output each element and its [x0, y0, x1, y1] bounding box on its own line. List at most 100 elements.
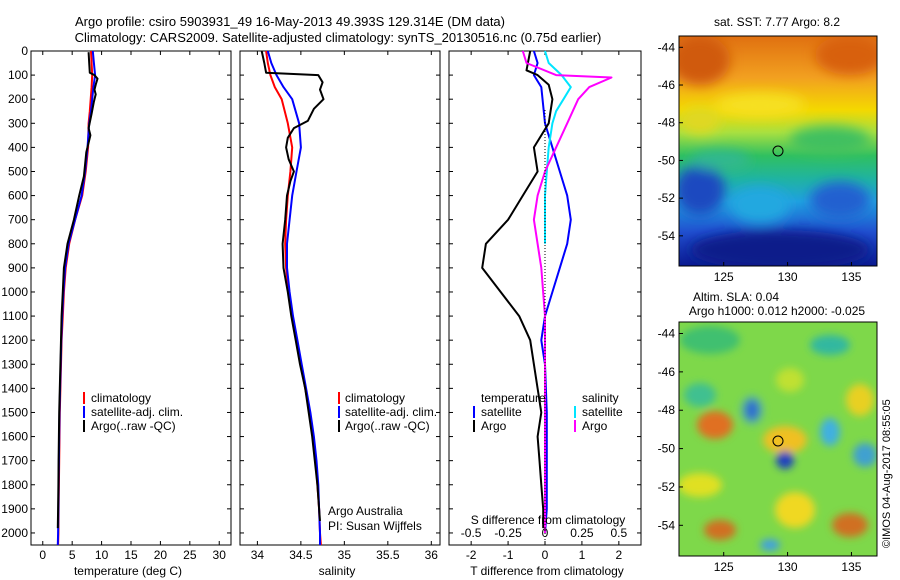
legend-s-argo-label: Argo: [582, 419, 608, 433]
y-tick-label: 900: [8, 261, 28, 275]
y-tick-label: 0: [21, 44, 28, 58]
map-x-tick-label: 130: [778, 270, 798, 284]
s-tick-label: 0.5: [611, 526, 628, 540]
y-tick-label: 1100: [2, 309, 28, 323]
legend-salinity-title: salinity: [582, 391, 619, 405]
map-y-tick-label: -54: [658, 229, 676, 243]
series-salinity-argo: [521, 50, 613, 533]
map-y-tick-label: -46: [658, 78, 676, 92]
s-tick-label: -0.5: [461, 526, 482, 540]
legend-t-satellite-label: satellite: [481, 405, 522, 419]
map-x-tick-label: 125: [714, 560, 734, 574]
x-tick-label: 1: [579, 548, 586, 562]
y-tick-label: 1200: [1, 333, 28, 347]
map-x-tick-label: 135: [841, 270, 861, 284]
x-tick-label: -2: [466, 548, 477, 562]
salinity-legend: climatology satellite-adj. clim. Argo(..…: [338, 391, 437, 433]
temperature-legend: climatology satellite-adj. clim. Argo(..…: [83, 391, 183, 433]
x-tick-label: 30: [213, 548, 227, 562]
salinity-plot: 34 34.5 35 35.5 36: [240, 50, 440, 562]
series-argo-raw-qc: [260, 50, 325, 521]
series-climatology: [265, 50, 322, 546]
temperature-plot: 0 5 10 15 20 25 300100200300400500600700800900…: [1, 44, 231, 562]
sla-map-argo-marker: [772, 435, 784, 447]
y-tick-label: 100: [8, 68, 28, 82]
difference-legend: temperature salinity satellite Argo sate…: [473, 391, 623, 433]
s-tick-label: 0.25: [570, 526, 594, 540]
sst-map-frame: [678, 35, 878, 267]
y-tick-label: 500: [8, 164, 28, 178]
y-tick-label: 1800: [1, 478, 28, 492]
map-x-tick-label: 130: [778, 560, 798, 574]
x-tick-label: 35: [338, 548, 352, 562]
salinity-axes: [239, 50, 441, 546]
y-tick-label: 1400: [1, 381, 28, 395]
map-y-tick-label: -48: [658, 403, 676, 417]
x-tick-label: 5: [69, 548, 76, 562]
map-y-tick-label: -50: [658, 442, 676, 456]
imos-watermark: ©IMOS 04-Aug-2017 08:55:05: [881, 399, 893, 548]
series-temperature-argo: [481, 50, 554, 529]
series-argo-raw-qc: [56, 52, 99, 529]
y-tick-label: 200: [8, 92, 28, 106]
y-tick-label: 400: [8, 140, 28, 154]
temperature-axes: [30, 50, 232, 546]
figure-title-line2: Climatology: CARS2009. Satellite-adjuste…: [75, 30, 602, 45]
difference-xlabel: T difference from climatology: [470, 564, 624, 578]
y-tick-label: 1600: [1, 430, 28, 444]
y-tick-label: 2000: [1, 526, 28, 540]
difference-xlabel2: S difference from climatology: [471, 513, 626, 527]
legend-argo-label: Argo(..raw -QC): [345, 419, 430, 433]
x-tick-label: 36: [425, 548, 439, 562]
legend-temperature-title: temperature: [481, 391, 546, 405]
y-tick-label: 1500: [1, 405, 28, 419]
sla-map-axis: 125 130 135 -44 -46 -48 -50 -52 -54: [658, 327, 862, 574]
x-tick-label: 10: [95, 548, 109, 562]
x-tick-label: -1: [503, 548, 514, 562]
legend-argo-label: Argo(..raw -QC): [91, 419, 176, 433]
x-tick-label: 0: [39, 548, 46, 562]
sla-map-frame: [678, 321, 878, 557]
x-tick-label: 0: [542, 548, 549, 562]
x-tick-label: 20: [154, 548, 168, 562]
legend-satellite-label: satellite-adj. clim.: [345, 405, 437, 419]
series-salinity-satellite: [544, 50, 572, 244]
x-tick-label: 2: [616, 548, 623, 562]
series-satellite-adj-clim: [266, 50, 321, 545]
pi-label: PI: Susan Wijffels: [328, 519, 422, 533]
x-tick-label: 34.5: [289, 548, 313, 562]
sst-map-axis: 125 130 135 -44 -46 -48 -50 -52 -54: [658, 40, 862, 284]
legend-s-satellite-label: satellite: [582, 405, 623, 419]
map-y-tick-label: -52: [658, 480, 676, 494]
figure-title-line1: Argo profile: csiro 5903931_49 16-May-20…: [75, 14, 505, 29]
y-tick-label: 1700: [1, 454, 28, 468]
x-tick-label: 15: [124, 548, 138, 562]
y-tick-label: 1300: [1, 357, 28, 371]
temperature-xlabel: temperature (deg C): [74, 564, 182, 578]
map-y-tick-label: -44: [658, 327, 676, 341]
map-x-tick-label: 135: [841, 560, 861, 574]
map-y-tick-label: -52: [658, 191, 676, 205]
sla-map-image: [679, 322, 877, 556]
y-tick-label: 1000: [1, 285, 28, 299]
sla-map-subtitle: Argo h1000: 0.012 h2000: -0.025: [689, 304, 865, 318]
y-tick-label: 700: [8, 213, 28, 227]
y-tick-label: 800: [8, 237, 28, 251]
map-y-tick-label: -54: [658, 518, 676, 532]
salinity-xlabel: salinity: [319, 564, 356, 578]
sla-map-title: Altim. SLA: 0.04: [693, 290, 779, 304]
sst-map-image: [679, 36, 877, 266]
x-tick-label: 25: [183, 548, 197, 562]
x-tick-label: 34: [251, 548, 265, 562]
s-tick-label: -0.25: [494, 526, 522, 540]
map-y-tick-label: -44: [658, 40, 676, 54]
map-y-tick-label: -46: [658, 365, 676, 379]
y-tick-label: 300: [8, 116, 28, 130]
legend-t-argo-label: Argo: [481, 419, 507, 433]
x-tick-label: 35.5: [376, 548, 400, 562]
map-y-tick-label: -48: [658, 116, 676, 130]
float-owner-label: Argo Australia: [328, 504, 403, 518]
legend-climatology-label: climatology: [345, 391, 405, 405]
